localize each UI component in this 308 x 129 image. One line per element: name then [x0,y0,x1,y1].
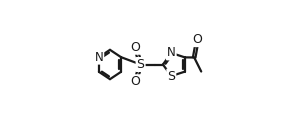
Text: S: S [167,70,175,83]
Text: O: O [192,33,202,46]
Text: O: O [131,75,140,88]
Text: N: N [95,51,103,64]
Text: O: O [131,41,140,54]
Text: N: N [167,46,176,59]
Text: S: S [137,58,144,71]
